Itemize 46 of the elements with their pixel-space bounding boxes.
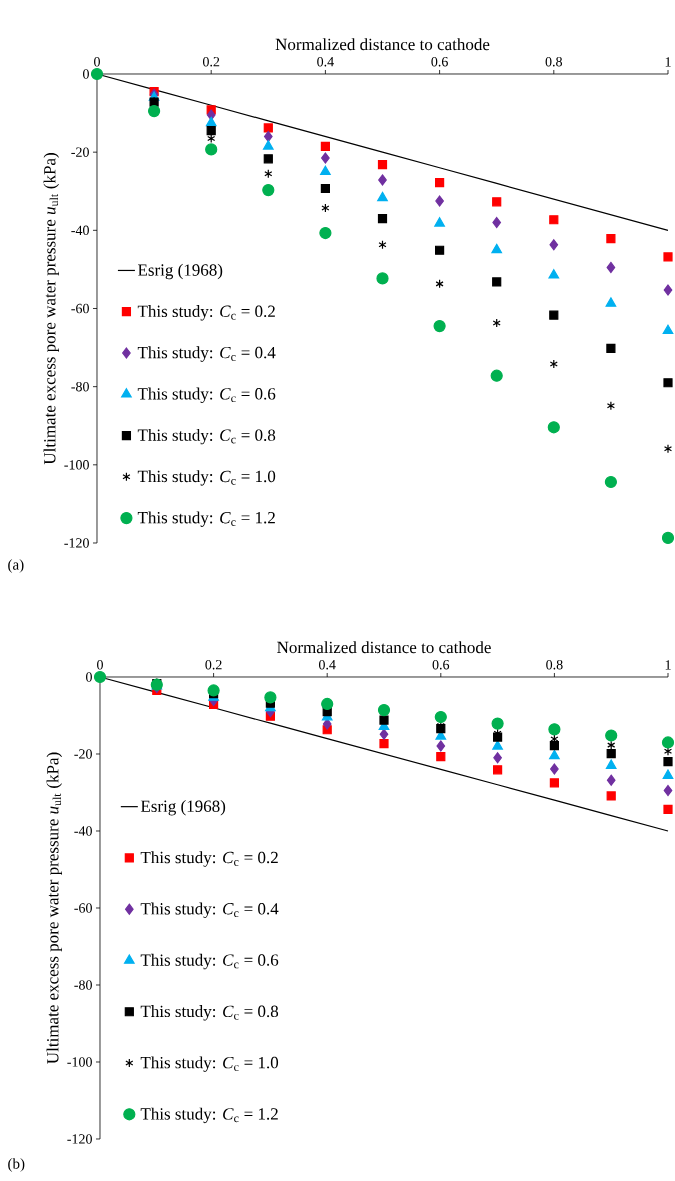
text: (a) — [8, 559, 24, 573]
x-tick-label: 0.4 — [319, 659, 336, 670]
x-tick-label: 0.4 — [317, 56, 335, 67]
y-tick-label: -20 — [74, 749, 93, 759]
y-tick-label: 0 — [86, 672, 93, 682]
legend-label: This study: C$_{c}$ = 0.4 — [137, 346, 276, 362]
y-tick-label: -60 — [74, 903, 93, 913]
x-tick-label: 0.8 — [546, 659, 563, 670]
x-tick-label: 0 — [97, 660, 104, 670]
legend-label: This study: C$_{c}$ = 1.2 — [137, 511, 275, 527]
x-tick-label: 0.2 — [203, 56, 220, 67]
x-tick-label: 0.6 — [431, 56, 449, 67]
text: (b) — [8, 1158, 25, 1172]
x-axis-title: Normalized distance to cathode — [275, 38, 490, 51]
y-tick-label: -100 — [64, 460, 90, 470]
y-axis-title: Ultimate excess pore water pressure u$_{ult}$ (kPa) — [46, 752, 63, 1064]
y-tick-label: -120 — [64, 538, 90, 548]
x-axis-title: Normalized distance to cathode — [277, 641, 491, 654]
y-tick-label: -120 — [67, 1134, 93, 1144]
legend-label: This study: C$_{c}$ = 0.2 — [137, 305, 275, 321]
y-axis-title: Ultimate excess pore water pressure u$_{ult}$ (kPa) — [43, 153, 60, 465]
y-tick-label: -80 — [74, 980, 93, 990]
x-tick-label: 0.8 — [545, 56, 563, 67]
x-tick-label: 1 — [665, 57, 671, 67]
y-tick-label: -40 — [74, 826, 93, 836]
y-tick-label: -80 — [71, 381, 90, 392]
legend-label: This study: C$_{c}$ = 1.2 — [140, 1107, 278, 1124]
y-tick-label: -60 — [71, 303, 90, 314]
x-tick-label: 1 — [665, 660, 671, 670]
x-tick-label: 0 — [94, 57, 101, 67]
legend-label: This study: C$_{c}$ = 0.8 — [140, 1005, 279, 1021]
y-tick-label: -100 — [67, 1057, 93, 1067]
legend-label: This study: C$_{c}$ = 1.0 — [140, 1056, 279, 1072]
legend-label: Esrig (1968) — [141, 800, 226, 816]
legend-label: This study: C$_{c}$ = 0.2 — [140, 851, 278, 867]
y-tick-label: -20 — [71, 147, 90, 157]
legend-label: This study: C$_{c}$ = 0.8 — [137, 428, 276, 445]
legend-label: Esrig (1968) — [138, 263, 223, 280]
x-tick-label: 0.2 — [205, 659, 222, 670]
legend-label: This study: C$_{c}$ = 0.4 — [140, 902, 279, 919]
y-tick-label: -40 — [71, 225, 90, 236]
legend-label: This study: C$_{c}$ = 0.6 — [137, 387, 276, 404]
legend-label: This study: C$_{c}$ = 0.6 — [140, 953, 279, 970]
x-tick-label: 0.6 — [432, 659, 450, 670]
legend-label: This study: C$_{c}$ = 1.0 — [137, 470, 276, 486]
y-tick-label: 0 — [83, 69, 90, 79]
